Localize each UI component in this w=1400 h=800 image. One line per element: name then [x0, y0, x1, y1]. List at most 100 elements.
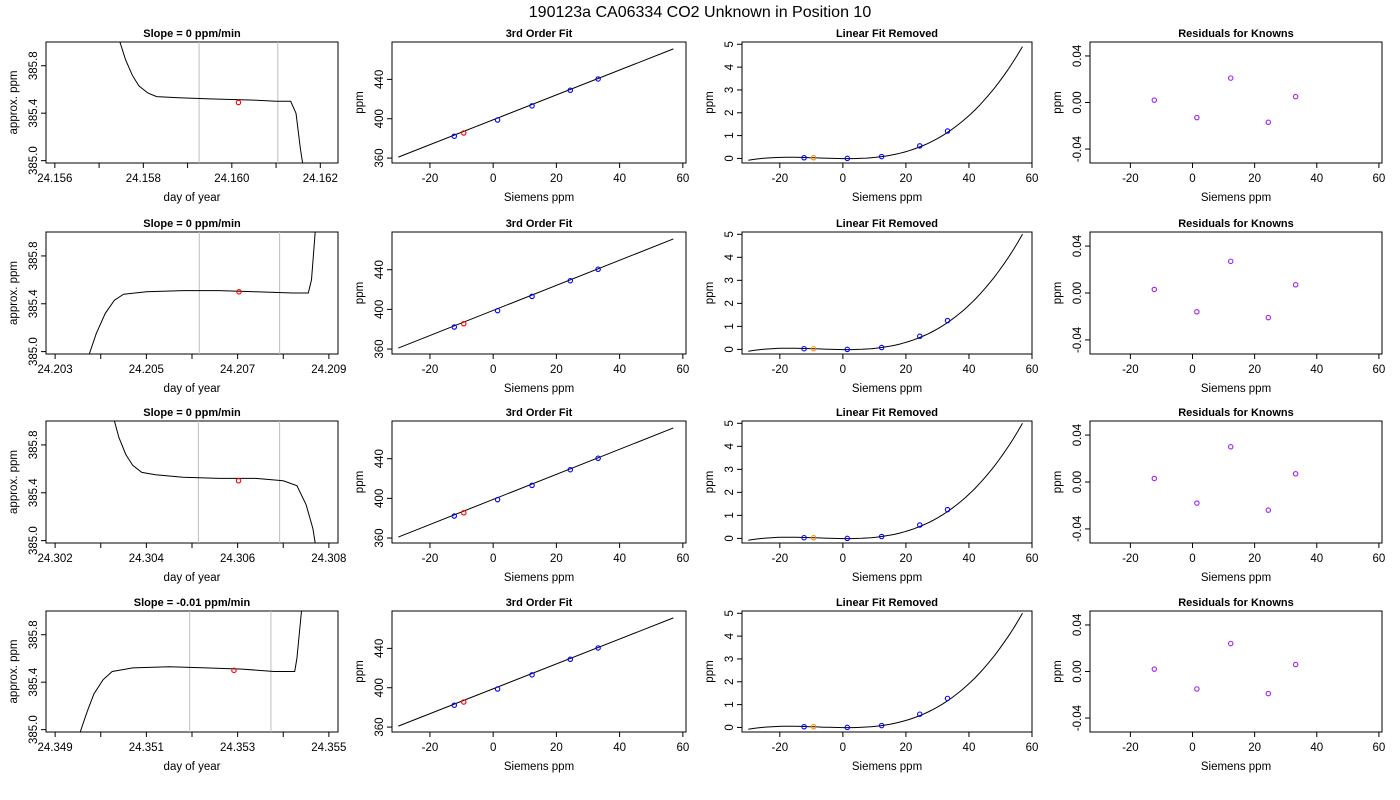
unknown-sample-point	[810, 154, 817, 161]
residual-point	[1265, 119, 1272, 126]
x-axis-label: Siemens ppm	[504, 761, 574, 773]
residuals-panel: Residuals for Knowns -20 0 20 40 60 -0.04 0.00 0…	[1052, 597, 1385, 773]
x-tick-label: 60	[1372, 173, 1385, 185]
linear-removed-panel: Linear Fit Removed -20 0 20 40 60 0 1 2 3 4 5 Siemen…	[704, 218, 1038, 395]
known-standard-point	[944, 695, 951, 702]
x-tick-label: 0	[1189, 173, 1195, 185]
known-standard-point	[529, 672, 535, 678]
x-tick-label: 40	[963, 553, 976, 565]
y-tick-label: 0.04	[1072, 613, 1084, 636]
y-tick-label: 0	[724, 724, 736, 730]
y-axis-label: ppm	[1052, 91, 1064, 113]
plot-frame	[391, 420, 687, 544]
x-tick-label: 40	[613, 553, 626, 565]
known-standard-point	[567, 277, 574, 284]
panel-title: Residuals for Knowns	[1178, 597, 1294, 609]
residual-point	[1194, 500, 1200, 506]
residual-point	[1227, 640, 1234, 647]
x-tick-label: 20	[900, 742, 913, 754]
known-standard-point	[944, 128, 951, 134]
y-tick-label: 0.00	[1072, 660, 1084, 682]
x-tick-label: 20	[900, 364, 913, 376]
x-axis-label: Siemens ppm	[1201, 383, 1271, 395]
x-tick-label: 60	[1026, 364, 1039, 376]
unknown-sample-point	[810, 345, 817, 352]
x-tick-label: -20	[422, 364, 439, 376]
slope-panel: Slope = -0.01 ppm/min 24.349 24.351 24.353 2…	[8, 597, 346, 773]
y-tick-label: 0.00	[1072, 471, 1084, 493]
x-axis-label: day of year	[164, 383, 221, 395]
y-tick-label: 385.0	[28, 715, 40, 744]
mean-marker	[231, 667, 237, 674]
x-tick-label: 0	[840, 173, 846, 185]
unknown-sample-point	[461, 509, 467, 516]
panel-grid: Slope = 0 ppm/min 24.156 24.158 24.160 24.16…	[8, 28, 1385, 773]
x-axis-label: Siemens ppm	[852, 383, 922, 395]
known-standard-point	[801, 534, 807, 541]
x-axis-label: Siemens ppm	[504, 572, 574, 584]
x-tick-label: 20	[900, 173, 913, 185]
plot-frame	[1089, 420, 1383, 544]
plot-frame	[1089, 610, 1383, 733]
mean-marker	[236, 289, 242, 295]
x-tick-label: -20	[422, 742, 439, 754]
y-tick-label: 2	[724, 110, 736, 116]
y-tick-label: 0	[724, 535, 736, 541]
x-tick-label: 20	[1248, 742, 1261, 754]
y-axis-label: ppm	[704, 660, 716, 682]
x-tick-label: 40	[963, 742, 976, 754]
y-tick-label: 1	[724, 701, 736, 707]
panel-title: Linear Fit Removed	[836, 407, 938, 419]
y-tick-label: 0	[724, 346, 736, 352]
y-tick-label: 2	[724, 679, 736, 685]
x-tick-label: 60	[676, 742, 689, 754]
x-tick-label: 40	[963, 364, 976, 376]
known-standard-point	[944, 317, 951, 324]
slope-panel: Slope = 0 ppm/min 24.203 24.205 24.207 24.20…	[8, 218, 346, 395]
x-tick-label: -20	[1122, 364, 1139, 376]
residual-point	[1227, 75, 1234, 81]
fit-panel: 3rd Order Fit -20 0 20 40 60 360 400 440 Siemens …	[354, 218, 689, 395]
y-axis-label: approx. ppm	[8, 261, 20, 325]
y-tick-label: 385.0	[28, 337, 40, 366]
x-tick-label: -20	[1122, 173, 1139, 185]
y-tick-label: 2	[724, 300, 736, 306]
y-tick-label: 385.4	[28, 98, 40, 127]
y-tick-label: 4	[724, 63, 736, 70]
x-axis-label: Siemens ppm	[504, 383, 574, 395]
x-tick-label: -20	[1122, 553, 1139, 565]
concentration-trace	[88, 232, 316, 354]
y-axis-label: ppm	[704, 91, 716, 113]
known-standard-point	[844, 346, 851, 353]
residual-point	[1292, 471, 1299, 477]
x-axis-label: Siemens ppm	[1201, 572, 1271, 584]
y-axis-label: approx. ppm	[8, 71, 20, 135]
y-tick-label: 0.00	[1072, 91, 1084, 113]
y-tick-label: 385.0	[28, 526, 40, 555]
plot-frame	[741, 610, 1033, 733]
x-axis-label: day of year	[164, 572, 221, 584]
residual-point	[1227, 258, 1234, 265]
known-standard-point	[801, 154, 807, 161]
y-tick-label: 400	[374, 109, 386, 128]
known-standard-point	[917, 522, 923, 528]
known-standard-point	[844, 724, 851, 731]
panel-title: Residuals for Knowns	[1178, 28, 1294, 40]
x-tick-label: 40	[1310, 173, 1323, 185]
panel-title: Slope = 0 ppm/min	[143, 218, 241, 230]
x-tick-label: 60	[676, 364, 689, 376]
residual-point	[1227, 444, 1234, 450]
y-axis-label: ppm	[354, 282, 366, 304]
x-tick-label: 20	[550, 364, 563, 376]
y-tick-label: 360	[374, 528, 386, 547]
y-tick-label: 0.04	[1072, 234, 1084, 257]
x-tick-label: 0	[490, 173, 496, 185]
fit-curve	[398, 238, 674, 349]
unknown-sample-point	[461, 320, 467, 327]
known-standard-point	[451, 702, 458, 708]
unknown-sample-point	[810, 534, 817, 541]
x-tick-label: -20	[772, 364, 789, 376]
known-standard-point	[567, 87, 574, 94]
panel-title: Linear Fit Removed	[836, 28, 938, 40]
x-tick-label: 24.207	[220, 364, 255, 376]
